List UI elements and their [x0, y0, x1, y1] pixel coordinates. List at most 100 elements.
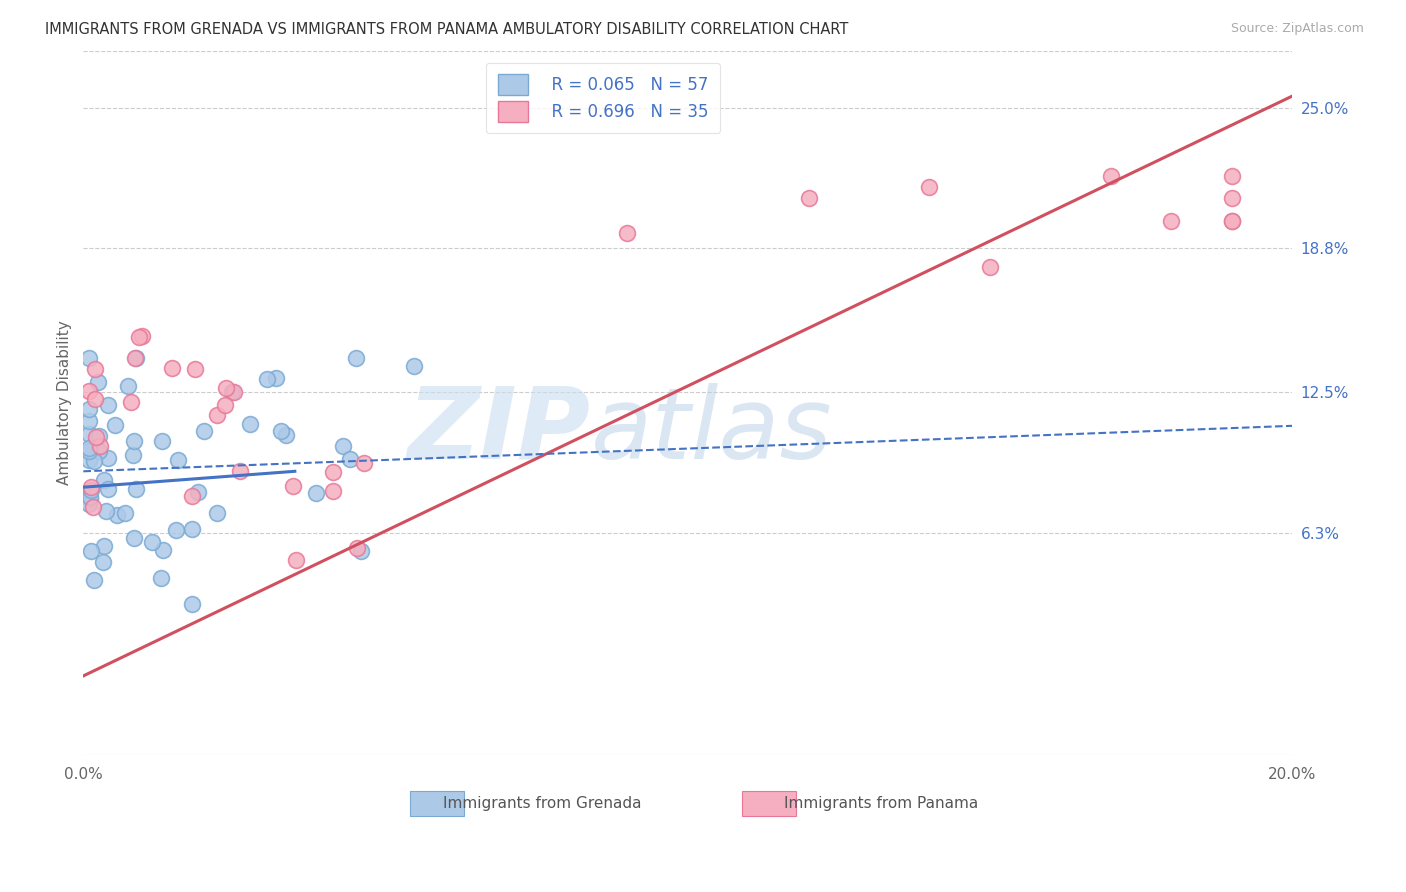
Point [79, 426, 101, 441]
Point [87, 444, 110, 458]
Point [79, 490, 101, 504]
Point [276, 428, 298, 442]
Point [616, 226, 638, 240]
Point [93, 473, 115, 487]
Point [205, 506, 228, 520]
Point [97, 450, 120, 465]
Point [181, 522, 204, 536]
Point [1220, 191, 1243, 205]
Point [181, 597, 204, 611]
Point [122, 448, 145, 462]
Point [187, 485, 209, 500]
Point [79, 497, 101, 511]
Point [79, 443, 101, 458]
Point [86, 376, 108, 390]
Legend:   R = 0.065   N = 57,   R = 0.696   N = 35: R = 0.065 N = 57, R = 0.696 N = 35 [486, 62, 720, 133]
FancyBboxPatch shape [409, 790, 464, 816]
Point [79, 384, 101, 398]
Point [79, 453, 101, 467]
Point [83, 454, 105, 468]
Point [305, 486, 328, 500]
Point [215, 381, 238, 395]
Text: Immigrants from Grenada: Immigrants from Grenada [443, 796, 643, 811]
Point [344, 351, 367, 365]
Point [94, 504, 117, 518]
Point [167, 453, 190, 467]
Point [181, 489, 204, 503]
Point [350, 544, 373, 558]
Point [224, 384, 246, 399]
Point [150, 434, 173, 448]
Point [1220, 169, 1243, 183]
Point [103, 418, 125, 433]
Point [80, 483, 103, 498]
Point [221, 384, 243, 399]
Point [214, 398, 236, 412]
Point [121, 395, 143, 409]
Point [332, 439, 354, 453]
Point [80, 543, 103, 558]
Y-axis label: Ambulatory Disability: Ambulatory Disability [58, 321, 72, 485]
Point [797, 191, 820, 205]
Point [89, 439, 111, 453]
Point [353, 456, 375, 470]
Point [322, 484, 344, 499]
Point [83, 362, 105, 376]
Point [79, 491, 101, 506]
Point [83, 573, 105, 587]
Point [124, 351, 146, 365]
Point [128, 330, 150, 344]
Point [256, 372, 278, 386]
Point [93, 540, 115, 554]
Text: ZIP: ZIP [408, 383, 591, 480]
Point [270, 424, 292, 438]
Point [193, 424, 215, 438]
Point [131, 329, 153, 343]
Point [79, 402, 101, 417]
Point [82, 500, 104, 514]
Point [1160, 214, 1182, 228]
Text: IMMIGRANTS FROM GRENADA VS IMMIGRANTS FROM PANAMA AMBULATORY DISABILITY CORRELAT: IMMIGRANTS FROM GRENADA VS IMMIGRANTS FR… [45, 22, 848, 37]
Point [79, 441, 101, 455]
Point [979, 260, 1001, 274]
Point [114, 506, 136, 520]
Point [97, 483, 120, 497]
FancyBboxPatch shape [742, 790, 796, 816]
Point [1220, 214, 1243, 228]
Point [125, 351, 148, 365]
Point [160, 360, 183, 375]
Text: Immigrants from Panama: Immigrants from Panama [785, 796, 979, 811]
Point [89, 429, 111, 443]
Point [117, 379, 139, 393]
Point [79, 490, 101, 504]
Point [141, 534, 163, 549]
Point [125, 482, 148, 496]
Point [83, 392, 105, 407]
Point [80, 480, 103, 494]
Point [105, 508, 128, 523]
Point [283, 478, 305, 492]
Point [918, 180, 941, 194]
Point [205, 408, 228, 422]
Point [79, 351, 101, 365]
Point [150, 571, 173, 585]
Point [165, 523, 187, 537]
Point [322, 465, 344, 479]
Point [1099, 169, 1122, 183]
Point [346, 541, 368, 555]
Point [183, 361, 205, 376]
Point [84, 430, 107, 444]
Point [97, 398, 120, 412]
Point [79, 414, 101, 428]
Point [91, 555, 114, 569]
Point [339, 452, 361, 467]
Text: atlas: atlas [591, 383, 832, 480]
Text: Source: ZipAtlas.com: Source: ZipAtlas.com [1230, 22, 1364, 36]
Point [229, 464, 252, 478]
Point [152, 543, 174, 558]
Point [122, 531, 145, 545]
Point [238, 417, 260, 431]
Point [264, 370, 287, 384]
Point [124, 434, 146, 448]
Point [1220, 214, 1243, 228]
